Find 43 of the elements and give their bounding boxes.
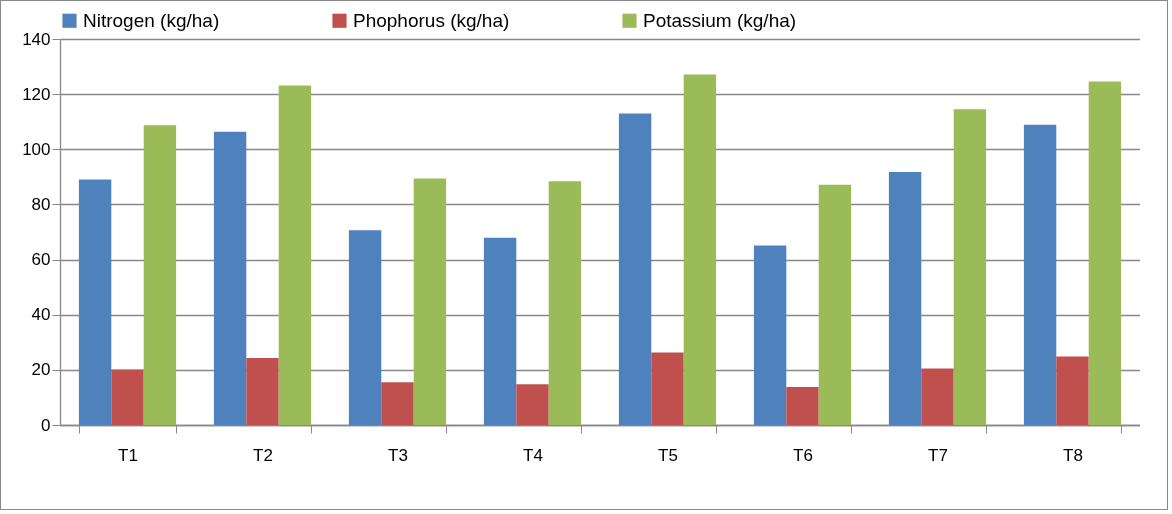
bar bbox=[1023, 124, 1057, 425]
bar bbox=[143, 125, 177, 425]
bar bbox=[786, 386, 819, 425]
bar bbox=[683, 74, 717, 425]
legend-label: Nitrogen (kg/ha) bbox=[83, 9, 220, 31]
y-tick-label: 0 bbox=[41, 415, 51, 435]
y-tick-label: 80 bbox=[31, 194, 51, 214]
bar bbox=[348, 230, 382, 425]
y-tick-label: 60 bbox=[31, 250, 51, 270]
bar bbox=[753, 245, 787, 425]
legend-label: Potassium (kg/ha) bbox=[643, 9, 797, 31]
bar bbox=[381, 382, 414, 425]
y-tick-label: 120 bbox=[22, 84, 51, 104]
legend-label: Phophorus (kg/ha) bbox=[353, 9, 510, 31]
bar bbox=[78, 179, 112, 425]
bar bbox=[651, 352, 684, 425]
bar bbox=[888, 171, 922, 425]
y-tick-label: 40 bbox=[31, 305, 51, 325]
bar bbox=[953, 109, 987, 425]
bar bbox=[548, 181, 582, 425]
bar bbox=[483, 237, 517, 425]
bar bbox=[278, 85, 312, 425]
y-tick-label: 20 bbox=[31, 360, 51, 380]
x-tick-label: T5 bbox=[658, 445, 678, 465]
bar bbox=[246, 358, 279, 425]
x-tick-label: T6 bbox=[793, 445, 813, 465]
x-tick-label: T2 bbox=[253, 445, 273, 465]
y-tick-label: 100 bbox=[22, 139, 51, 159]
bar bbox=[413, 178, 447, 425]
bar bbox=[818, 184, 852, 425]
bar bbox=[213, 131, 247, 425]
x-tick-label: T8 bbox=[1063, 445, 1083, 465]
bar bbox=[1056, 356, 1089, 425]
bar bbox=[921, 368, 954, 425]
bar bbox=[1088, 81, 1122, 425]
x-tick-label: T3 bbox=[388, 445, 408, 465]
bar bbox=[111, 369, 144, 425]
bar bbox=[618, 113, 652, 425]
x-tick-label: T7 bbox=[928, 445, 948, 465]
bar bbox=[516, 384, 549, 425]
y-tick-label: 140 bbox=[22, 29, 51, 49]
x-tick-label: T1 bbox=[118, 445, 138, 465]
x-tick-label: T4 bbox=[523, 445, 543, 465]
